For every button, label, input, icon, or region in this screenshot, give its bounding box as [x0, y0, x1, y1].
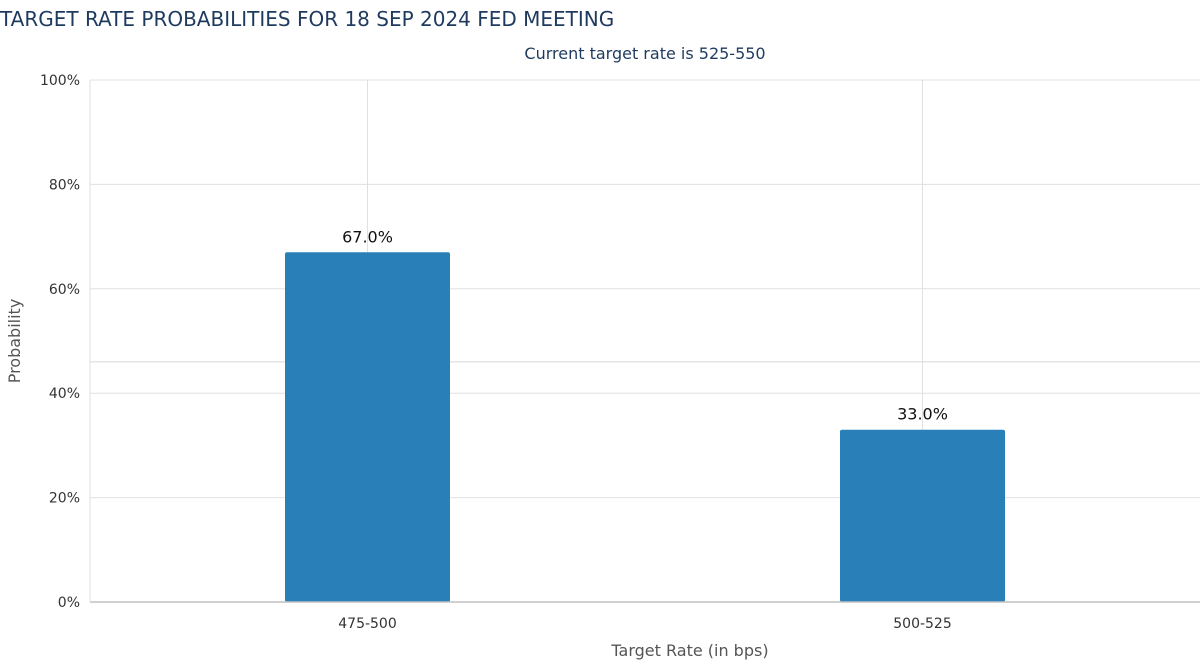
y-tick-label: 20%	[49, 491, 80, 507]
bars: 67.0% 33.0%	[285, 227, 1005, 602]
bar-475-500[interactable]	[285, 252, 450, 602]
x-axis-title: Target Rate (in bps)	[610, 641, 768, 660]
axes: 0% 20% 40% 60% 80% 100% 475-500 500-525	[40, 73, 1200, 632]
x-tick-label: 475-500	[338, 616, 397, 632]
y-tick-label: 0%	[58, 595, 80, 611]
y-tick-label: 40%	[49, 386, 80, 402]
y-tick-label: 80%	[49, 177, 80, 193]
grid	[90, 79, 1200, 602]
bar-500-525[interactable]	[840, 429, 1005, 602]
y-tick-label: 100%	[40, 73, 80, 89]
y-axis-title: Probability	[5, 299, 24, 384]
data-label: 33.0%	[897, 405, 948, 424]
chart-subtitle: Current target rate is 525-550	[524, 44, 765, 63]
data-label: 67.0%	[342, 227, 393, 246]
chart-title: TARGET RATE PROBABILITIES FOR 18 SEP 202…	[0, 7, 614, 31]
x-tick-label: 500-525	[893, 616, 952, 632]
y-tick-label: 60%	[49, 282, 80, 298]
